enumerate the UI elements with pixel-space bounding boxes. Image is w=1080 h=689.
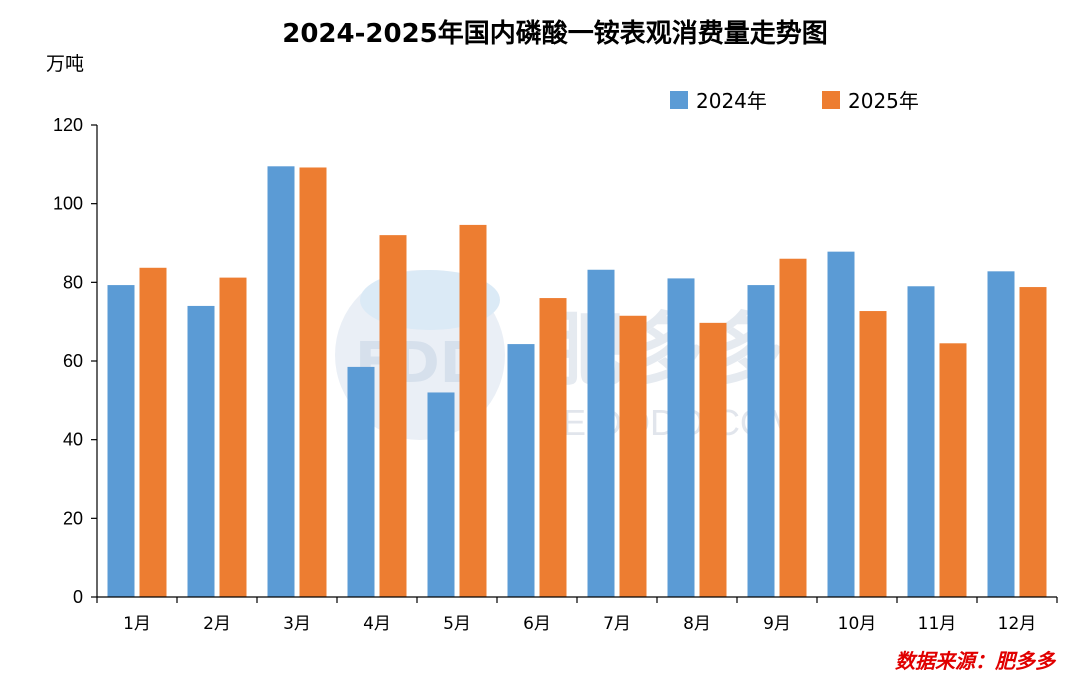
y-tick-label: 20 [63, 508, 83, 528]
bar-2024-12 [987, 271, 1015, 597]
bar-2024-9 [747, 285, 775, 597]
x-tick-label: 8月 [683, 614, 711, 634]
y-axis-unit: 万吨 [46, 53, 84, 75]
bar-2024-11 [907, 286, 935, 597]
legend-swatch-2024 [670, 91, 688, 109]
y-tick-label: 100 [53, 194, 83, 214]
bar-2025-6 [539, 298, 567, 597]
bar-2025-9 [779, 258, 807, 597]
bar-2025-1 [139, 267, 167, 597]
legend-label-2024: 2024年 [696, 89, 767, 113]
bar-2025-11 [939, 343, 967, 597]
bar-2024-10 [827, 251, 855, 598]
y-tick-label: 120 [53, 115, 83, 135]
x-tick-label: 10月 [838, 614, 877, 634]
bar-2024-3 [267, 166, 295, 598]
bar-2025-8 [699, 322, 727, 597]
bar-2025-5 [459, 224, 487, 597]
chart-title: 2024-2025年国内磷酸一铵表观消费量走势图 [282, 18, 828, 49]
x-tick-label: 1月 [123, 614, 151, 634]
bars [107, 166, 1047, 598]
x-axis: 1月 2月 3月 4月 5月 6月 7月 8月 9月 10月 11月 12月 [96, 596, 1058, 634]
y-tick-label: 80 [63, 272, 83, 292]
x-tick-label: 12月 [998, 614, 1037, 634]
x-tick-label: 6月 [523, 614, 551, 634]
bar-2024-5 [427, 392, 455, 597]
bar-2025-2 [219, 277, 247, 597]
x-tick-label: 7月 [603, 614, 631, 634]
bar-2025-7 [619, 315, 647, 597]
bar-2024-1 [107, 285, 135, 597]
bar-2024-6 [507, 344, 535, 597]
legend-swatch-2025 [822, 91, 840, 109]
bar-2024-7 [587, 269, 615, 597]
bar-2025-3 [299, 167, 327, 598]
legend-label-2025: 2025年 [848, 89, 919, 113]
legend: 2024年 2025年 [670, 89, 919, 113]
x-tick-label: 9月 [763, 614, 791, 634]
source-label: 数据来源：肥多多 [895, 649, 1057, 673]
watermark-brand: 肥多多 [545, 304, 785, 397]
x-tick-label: 5月 [443, 614, 471, 634]
y-tick-label: 40 [63, 430, 83, 450]
bar-2025-12 [1019, 287, 1047, 597]
bar-2024-8 [667, 278, 695, 597]
bar-2024-2 [187, 305, 215, 597]
y-tick-label: 0 [73, 587, 83, 607]
x-tick-label: 4月 [363, 614, 391, 634]
x-tick-label: 2月 [203, 614, 231, 634]
y-axis: 0 20 40 60 80 100 120 [53, 115, 98, 607]
y-tick-label: 60 [63, 351, 83, 371]
bar-2025-10 [859, 311, 887, 597]
bar-2024-4 [347, 366, 375, 597]
x-tick-label: 3月 [283, 614, 311, 634]
bar-2025-4 [379, 235, 407, 597]
x-tick-label: 11月 [918, 614, 957, 634]
